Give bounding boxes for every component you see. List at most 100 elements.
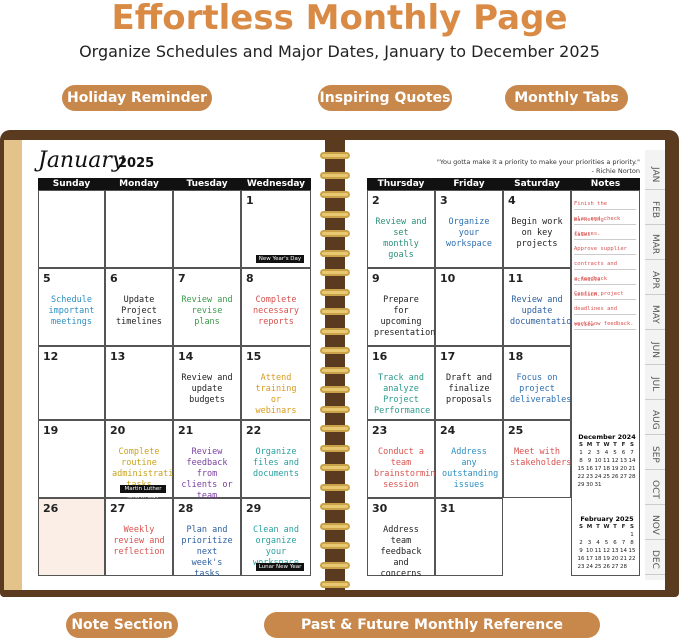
mini-date: 10 — [594, 458, 602, 464]
weekday-header: Wednesday — [241, 178, 311, 191]
day-cell: 9 Prepare for upcoming presentations — [367, 268, 441, 346]
day-number: 16 — [372, 350, 388, 363]
day-cell: 13 — [105, 346, 173, 420]
notes-header: Notes — [571, 178, 640, 191]
mini-date: 4 — [604, 450, 609, 456]
ring — [320, 522, 350, 530]
day-cell: 14 Review and update budgets — [173, 346, 241, 420]
mini-date: 6 — [613, 540, 617, 546]
day-cell: 7 Review and revise plans — [173, 268, 241, 346]
callout: Monthly Tabs — [505, 85, 628, 111]
mini-date: 14 — [620, 548, 627, 554]
ring — [320, 210, 350, 218]
mini-date: 9 — [579, 548, 583, 554]
day-cell: 25 Meet with stakeholders — [503, 420, 571, 498]
ring — [320, 171, 350, 179]
mini-day: T — [613, 442, 617, 448]
day-cell: 8 Complete necessary reports — [241, 268, 311, 346]
mini-date: 25 — [594, 564, 602, 570]
callout: Note Section — [66, 612, 178, 638]
day-number: 6 — [110, 272, 118, 285]
task: Conduct a team brainstorming session — [374, 447, 441, 490]
mini-date: 18 — [594, 556, 602, 562]
mini-date: 7 — [621, 540, 626, 546]
mini-date: 18 — [603, 466, 610, 472]
mini-day: M — [586, 442, 593, 448]
note-line: Finish the marketing — [574, 196, 636, 223]
ring — [320, 230, 350, 237]
mini-date: 3 — [596, 450, 600, 456]
task: Begin work on key projects — [511, 217, 563, 249]
day-cell: 24 Address any outstanding issues — [435, 420, 503, 498]
day-cell: 3 Organize your workspace — [435, 190, 503, 268]
mini-date: 5 — [604, 540, 609, 546]
mini-date: 13 — [611, 548, 619, 554]
mini-date: 17 — [594, 466, 602, 472]
ring — [320, 308, 350, 315]
mini-date: 1 — [579, 450, 583, 456]
ring — [320, 191, 350, 198]
mini-date: 21 — [620, 556, 627, 562]
mini-day: T — [596, 442, 600, 448]
task: Meet with stakeholders — [510, 447, 572, 468]
mini-date: 2 — [579, 540, 583, 546]
day-number: 31 — [440, 502, 456, 515]
day-cell: 21 Review feedback from clients or team — [173, 420, 241, 501]
day-cell: 30 Address team feedback and concerns — [367, 498, 435, 579]
callout: Inspiring Quotes — [318, 85, 452, 111]
day-cell: 15 Attend training or webinars — [241, 346, 311, 420]
day-number: 4 — [508, 194, 516, 207]
day-number: 20 — [110, 424, 126, 437]
month-tab: JAN — [645, 160, 665, 190]
day-number: 10 — [440, 272, 456, 285]
ring — [320, 249, 350, 257]
day-number: 29 — [246, 502, 262, 515]
day-number: 5 — [43, 272, 51, 285]
day-cell: 6 Update Project timelines — [105, 268, 173, 346]
task: Focus on project deliverables — [510, 373, 572, 405]
note-line: plan and check sales — [574, 211, 636, 238]
mini-date: 31 — [594, 482, 602, 488]
mini-date: 19 — [603, 556, 610, 562]
ring — [320, 152, 350, 159]
day-number: 15 — [246, 350, 262, 363]
day-cell: 10 — [435, 268, 503, 346]
day-cell: 11 Review and update documentation — [503, 268, 577, 346]
mini-date: 2 — [587, 450, 592, 456]
mini-day: M — [586, 524, 593, 530]
day-cell: 12 — [38, 346, 105, 420]
note-line: contracts and schedule — [574, 256, 636, 283]
weekday-header: Monday — [105, 178, 173, 191]
task: Organize files and documents — [252, 447, 300, 479]
day-cell: 16 Track and analyze Project Performance — [367, 346, 435, 420]
mini-date: 12 — [603, 548, 610, 554]
month-tab: JUL — [645, 370, 665, 400]
note-line: a feedback session. — [574, 271, 636, 298]
mini-date: 20 — [611, 556, 619, 562]
mini-date: 12 — [611, 458, 619, 464]
weekday-header: Saturday — [503, 178, 571, 191]
month-tab: SEP — [645, 440, 665, 470]
mini-date: 7 — [630, 450, 634, 456]
ring — [320, 483, 350, 491]
task: Complete necessary reports — [252, 295, 300, 327]
day-number: 22 — [246, 424, 262, 437]
mini-day: S — [579, 524, 583, 530]
note-line: deadlines and review — [574, 301, 636, 328]
day-number: 23 — [372, 424, 388, 437]
mini-date: 13 — [620, 458, 627, 464]
day-number: 21 — [178, 424, 194, 437]
mini-date: 10 — [586, 548, 593, 554]
mini-date: 24 — [586, 564, 593, 570]
ring — [320, 327, 350, 335]
task: Weekly review and reflection — [113, 525, 165, 557]
mini-date: 6 — [621, 450, 626, 456]
mini-date: 9 — [587, 458, 592, 464]
quote-author: - Richie Norton — [591, 167, 640, 175]
month-tab: FEB — [645, 195, 665, 225]
mini-date: 22 — [577, 474, 585, 480]
subtitle: Organize Schedules and Major Dates, Janu… — [79, 42, 600, 61]
mini-date: 27 — [620, 474, 627, 480]
mini-date: 4 — [596, 540, 600, 546]
